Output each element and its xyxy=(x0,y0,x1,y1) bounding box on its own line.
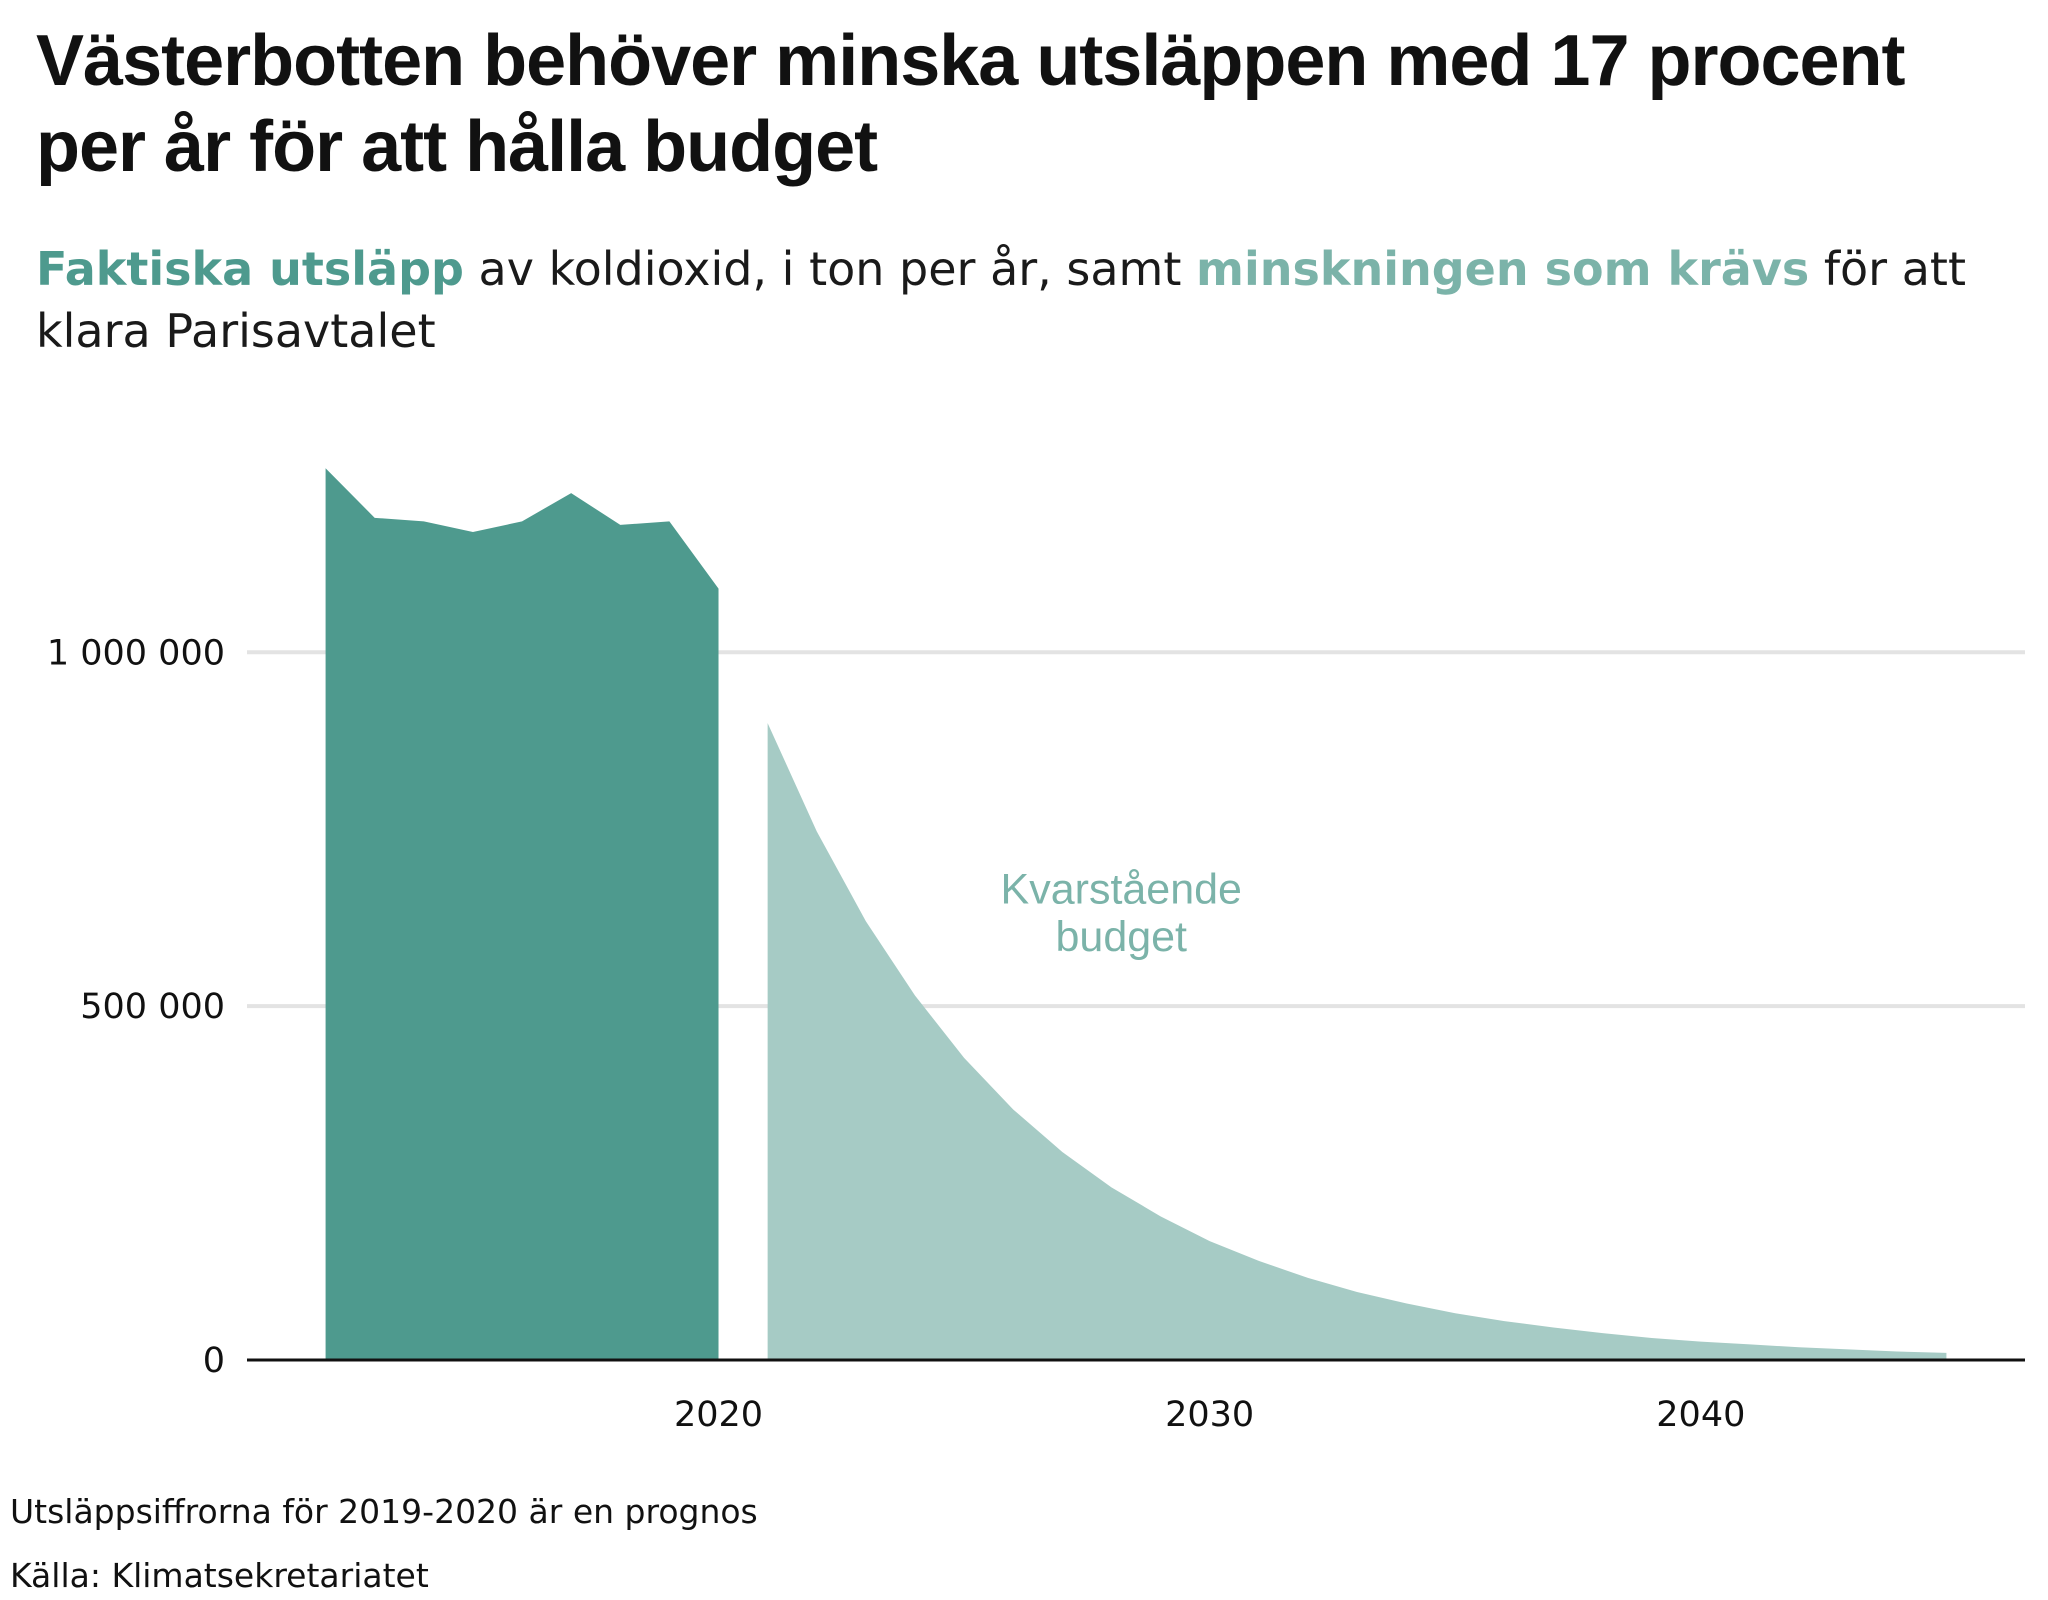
subtitle-required-reduction: minskningen som krävs xyxy=(1196,242,1810,296)
emissions-area-chart: 0 500 000 1 000 000 2020 2030 2040 Kvarstående… xyxy=(47,468,2025,1435)
subtitle-text-2: för att klara Parisavtalet xyxy=(36,242,1966,358)
required-reduction-area xyxy=(767,723,1947,1360)
subtitle-text-1: av koldioxid, i ton per år, samt xyxy=(463,242,1197,296)
footnote-forecast: Utsläppsiffrorna för 2019-2020 är en pro… xyxy=(10,1492,758,1531)
budget-annotation-label: Kvarstående xyxy=(1001,866,1242,914)
x-tick-label: 2020 xyxy=(674,1395,763,1435)
footnote-source: Källa: Klimatsekretariatet xyxy=(10,1556,429,1595)
y-tick-label: 0 xyxy=(203,1341,225,1381)
y-tick-label: 1 000 000 xyxy=(47,633,225,673)
subtitle-actual-emissions: Faktiska utsläpp xyxy=(36,242,464,296)
budget-annotation-label: budget xyxy=(1055,913,1187,961)
chart-title: Västerbotten behöver minska utsläppen me… xyxy=(36,21,1906,187)
actual-emissions-area xyxy=(325,468,719,1360)
chart-subtitle: Faktiska utsläpp av koldioxid, i ton per… xyxy=(36,238,2016,362)
y-tick-label: 500 000 xyxy=(80,987,225,1027)
x-tick-label: 2040 xyxy=(1656,1395,1745,1435)
x-tick-label: 2030 xyxy=(1165,1395,1254,1435)
